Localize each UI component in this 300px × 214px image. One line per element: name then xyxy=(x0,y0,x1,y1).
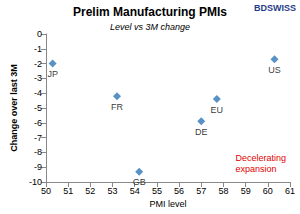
svg-text:-1: -1 xyxy=(34,44,42,54)
svg-text:US: US xyxy=(268,65,281,75)
svg-text:-9: -9 xyxy=(34,162,42,172)
svg-text:PMI level: PMI level xyxy=(149,199,186,209)
svg-text:BDSWISS: BDSWISS xyxy=(254,3,296,13)
svg-text:59: 59 xyxy=(241,186,251,196)
svg-text:61: 61 xyxy=(285,186,295,196)
svg-text:DE: DE xyxy=(195,127,208,137)
svg-text:-4: -4 xyxy=(34,88,42,98)
svg-text:-2: -2 xyxy=(34,59,42,69)
svg-text:53: 53 xyxy=(108,186,118,196)
svg-text:50: 50 xyxy=(41,186,51,196)
svg-text:GB: GB xyxy=(133,177,146,187)
svg-text:58: 58 xyxy=(218,186,228,196)
svg-text:EU: EU xyxy=(211,105,224,115)
svg-text:0: 0 xyxy=(37,29,42,39)
svg-text:55: 55 xyxy=(152,186,162,196)
svg-text:Decelerating: Decelerating xyxy=(235,153,286,163)
svg-text:FR: FR xyxy=(111,102,123,112)
svg-text:51: 51 xyxy=(63,186,73,196)
svg-text:-10: -10 xyxy=(29,177,42,187)
svg-text:Change over last 3M: Change over last 3M xyxy=(9,64,19,152)
svg-text:Level vs 3M change: Level vs 3M change xyxy=(110,22,190,32)
svg-text:-8: -8 xyxy=(34,147,42,157)
svg-text:JP: JP xyxy=(47,69,58,79)
svg-text:expansion: expansion xyxy=(235,164,276,174)
svg-text:-3: -3 xyxy=(34,73,42,83)
svg-text:-5: -5 xyxy=(34,103,42,113)
svg-text:-6: -6 xyxy=(34,118,42,128)
svg-text:52: 52 xyxy=(85,186,95,196)
svg-text:-7: -7 xyxy=(34,133,42,143)
svg-text:Prelim Manufacturing PMIs: Prelim Manufacturing PMIs xyxy=(73,5,227,19)
svg-text:54: 54 xyxy=(129,185,140,196)
svg-text:60: 60 xyxy=(263,186,273,196)
svg-text:57: 57 xyxy=(196,186,206,196)
svg-text:56: 56 xyxy=(174,186,184,196)
